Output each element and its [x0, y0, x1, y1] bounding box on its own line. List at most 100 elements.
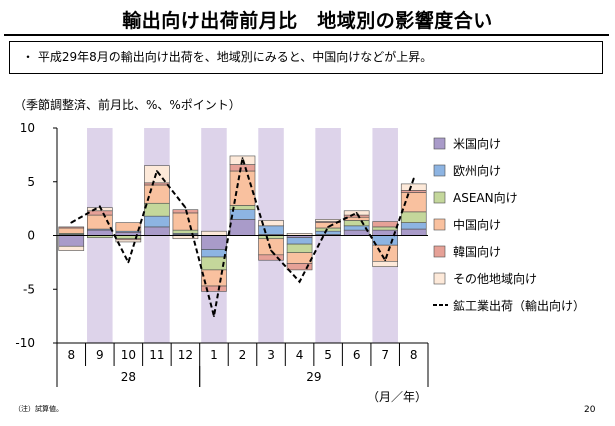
bar-segment: [343, 214, 370, 218]
legend-label: 韓国向け: [453, 244, 501, 259]
page-title: 輸出向け出荷前月比 地域別の影響度合い: [122, 10, 493, 32]
bar-segment: [115, 239, 142, 243]
legend-label: その他地域向け: [453, 271, 537, 286]
line-point: [412, 177, 415, 180]
bar-segment: [400, 183, 427, 191]
line-point: [355, 212, 358, 214]
x-tick-label: 4: [296, 348, 304, 362]
bar-segment: [229, 164, 256, 172]
x-tick-label: 11: [149, 348, 164, 362]
line-point: [270, 249, 272, 252]
bar-segment: [87, 210, 113, 216]
line-point: [98, 205, 101, 208]
bar-segment: [372, 244, 398, 262]
bar-segment: [144, 215, 170, 228]
line-point: [155, 170, 158, 172]
legend-swatch: [433, 218, 446, 231]
legend-swatch: [433, 137, 446, 150]
bar-segment: [58, 226, 85, 229]
unit-label: （季節調整済、前月比、%、%ポイント）: [14, 98, 241, 112]
x-tick-label: 10: [121, 348, 136, 362]
legend-swatch: [433, 191, 446, 204]
bar-segment: [315, 230, 341, 235]
line-point: [213, 315, 215, 318]
x-tick-label: 5: [324, 348, 332, 362]
line-point: [184, 206, 187, 209]
legend-label: 中国向け: [453, 217, 501, 232]
y-tick-label: 0: [27, 229, 35, 243]
x-tick-label: 1: [210, 348, 218, 362]
x-axis-unit: （月／年）: [367, 390, 427, 404]
bar-segment: [400, 190, 427, 193]
bar-segment: [258, 220, 284, 227]
bar-segment: [372, 226, 398, 231]
bar-segment: [201, 235, 227, 250]
bar-segment: [87, 229, 113, 236]
bar-segment: [201, 249, 227, 258]
y-tick-label: 5: [27, 175, 35, 189]
legend-label: ASEAN向け: [453, 190, 518, 205]
bar-segment: [315, 227, 341, 232]
bar-segment: [343, 220, 370, 227]
legend-swatch: [433, 272, 446, 285]
bar-segment: [286, 252, 313, 264]
bar-segment: [258, 225, 284, 235]
x-tick-label: 8: [67, 348, 75, 362]
footnote: （注）試算値。: [14, 405, 63, 413]
bar-segment: [201, 285, 227, 292]
legend-label: 欧州向け: [453, 163, 501, 178]
bar-segment: [372, 221, 398, 228]
line-point: [241, 157, 244, 160]
y-tick-label: -10: [15, 336, 35, 350]
bar-segment: [144, 202, 170, 217]
page-number: 20: [584, 405, 596, 415]
legend-label: 鉱工業出荷（輸出向け）: [453, 298, 585, 313]
line-point: [70, 221, 73, 224]
bar-segment: [58, 227, 85, 234]
bar-segment: [286, 263, 313, 271]
x-tick-label: 6: [353, 348, 361, 362]
bar-segment: [400, 228, 427, 236]
bar-segment: [58, 245, 85, 251]
bar-segment: [372, 235, 398, 246]
x-tick-label: 12: [178, 348, 193, 362]
bar-segment: [400, 222, 427, 230]
bar-segment: [343, 229, 370, 236]
year-label: 28: [121, 370, 136, 384]
bar-segment: [343, 216, 370, 221]
bar-segment: [172, 212, 199, 231]
bar-segment: [115, 222, 142, 232]
x-tick-label: 3: [267, 348, 275, 362]
bar-segment: [286, 237, 313, 245]
bar-segment: [229, 170, 256, 206]
bar-segment: [58, 235, 85, 247]
x-tick-label: 8: [410, 348, 418, 362]
bar-segment: [172, 229, 199, 234]
bar-segment: [286, 243, 313, 254]
summary-box: ・ 平成29年8月の輸出向け出荷を、地域別にみると、中国向けなどが上昇。: [9, 41, 603, 74]
bar-segment: [372, 260, 398, 267]
line-point: [127, 261, 130, 264]
y-tick-label: 10: [20, 121, 35, 135]
title-divider: [4, 34, 609, 36]
x-tick-label: 9: [96, 348, 104, 362]
x-tick-label: 7: [381, 348, 389, 362]
line-point: [298, 280, 301, 283]
y-tick-label: -5: [23, 282, 35, 296]
legend-label: 米国向け: [453, 136, 501, 151]
bar-segment: [258, 238, 284, 256]
bar-segment: [258, 254, 284, 261]
bar-segment: [400, 211, 427, 223]
bar-segment: [229, 219, 256, 236]
year-label: 29: [306, 370, 321, 384]
legend-swatch: [433, 164, 446, 177]
bar-segment: [315, 219, 341, 222]
bar-segment: [144, 226, 170, 236]
line-point: [327, 226, 330, 228]
legend-swatch: [433, 245, 446, 258]
bar-segment: [201, 230, 227, 236]
bar-segment: [144, 182, 170, 186]
line-point: [384, 259, 387, 262]
x-tick-label: 2: [239, 348, 247, 362]
